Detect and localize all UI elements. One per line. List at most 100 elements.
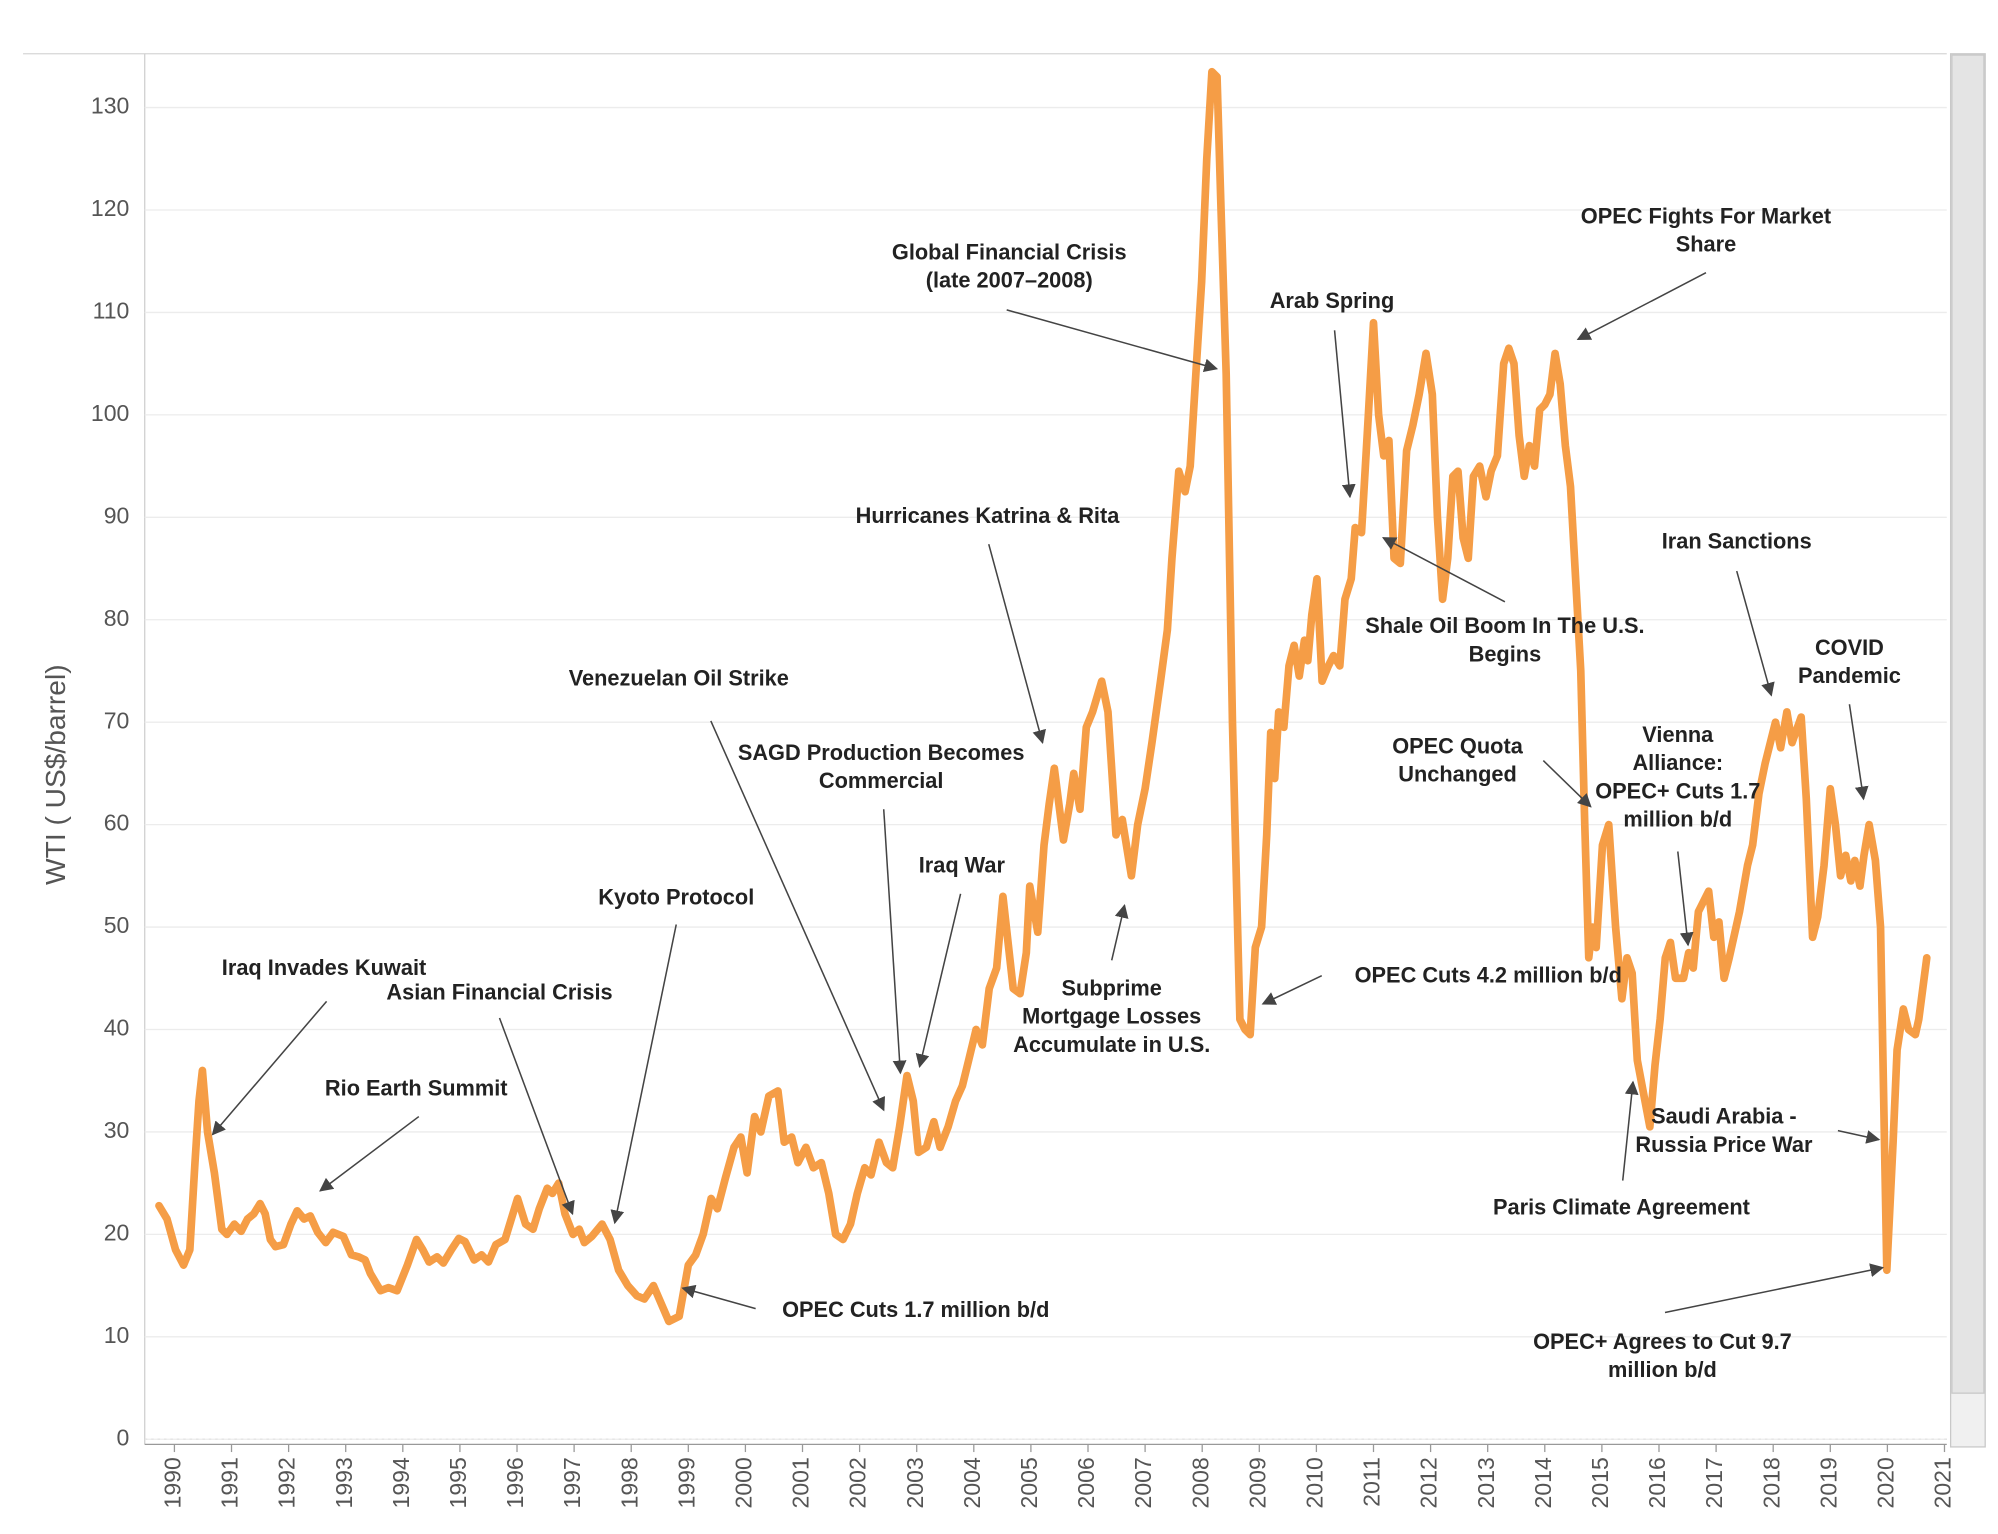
annotation-text: Rio Earth Summit [325, 1075, 508, 1100]
annotation-text: COVID [1815, 635, 1884, 660]
annotation-text: Begins [1469, 641, 1542, 666]
annotation-text: Arab Spring [1270, 288, 1395, 313]
x-tick-label: 1997 [559, 1457, 585, 1508]
y-tick-label: 110 [93, 298, 130, 324]
y-axis-label: WTI ( US$/barrel) [39, 664, 71, 885]
y-tick-label: 90 [104, 502, 130, 528]
annotation-text: OPEC Quota [1392, 734, 1524, 759]
annotation-text: SAGD Production Becomes [738, 740, 1025, 765]
annotation-arrow [1006, 309, 1219, 373]
annotation-arrow [610, 924, 677, 1225]
annotation-text: (late 2007–2008) [926, 267, 1093, 292]
x-tick-label: 1996 [502, 1457, 528, 1508]
y-tick-label: 120 [91, 195, 129, 221]
marks [155, 67, 1931, 1326]
x-tick-label: 2002 [845, 1457, 871, 1508]
x-tick-label: 2007 [1130, 1457, 1156, 1508]
x-tick-label: 2011 [1359, 1457, 1385, 1507]
annotation-text: Venezuelan Oil Strike [569, 666, 789, 691]
annotation-arrow [882, 809, 907, 1075]
annotation-arrow [988, 543, 1046, 745]
price-line [155, 67, 1931, 1326]
x-tick-label: 2021 [1930, 1457, 1956, 1508]
annotation-text: OPEC Cuts 4.2 million b/d [1355, 963, 1622, 988]
x-tick-label: 2008 [1187, 1457, 1213, 1508]
annotation-arrow [1664, 1263, 1885, 1314]
annotation-arrow [1576, 272, 1707, 341]
y-tick-label: 70 [104, 707, 130, 733]
x-tick-label: 2000 [730, 1457, 756, 1508]
annotation-arrow [498, 1017, 575, 1216]
y-tick-label: 20 [104, 1219, 130, 1245]
annotation-text: OPEC Fights For Market [1581, 203, 1831, 228]
x-tick-label: 2014 [1530, 1457, 1556, 1508]
x-tick-label: 2001 [788, 1457, 814, 1508]
annotation-arrow [211, 1000, 328, 1136]
annotation-arrow [1110, 903, 1129, 961]
annotation-text: Iraq War [919, 853, 1006, 878]
x-tick-label: 1991 [217, 1457, 243, 1508]
annotation-text: Accumulate in U.S. [1013, 1032, 1210, 1057]
annotation-text: Hurricanes Katrina & Rita [856, 503, 1121, 528]
y-tick-label: 130 [91, 93, 129, 119]
annotation-text: Vienna [1642, 722, 1714, 747]
annotation-text: Mortgage Losses [1022, 1004, 1201, 1029]
annotation-text: Russia Price War [1635, 1132, 1813, 1157]
x-tick-label: 2016 [1644, 1457, 1670, 1508]
grid: 0 10 20 30 40 50 60 70 80 90 100 110 120 130 1990 1991 1… [91, 93, 1956, 1509]
x-tick-label: 1998 [616, 1457, 642, 1508]
y-tick-label: 10 [104, 1322, 130, 1348]
annotation-text: Subprime [1062, 976, 1162, 1001]
x-tick-label: 2013 [1473, 1457, 1499, 1508]
x-tick-label: 2015 [1587, 1457, 1613, 1508]
y-tick-label: 0 [117, 1424, 130, 1450]
x-tick-label: 2020 [1872, 1457, 1898, 1508]
y-tick-label: 80 [104, 605, 130, 631]
annotation-text: Pandemic [1798, 663, 1901, 688]
x-tick-label: 1992 [274, 1457, 300, 1508]
annotation-text: Unchanged [1398, 762, 1517, 787]
x-tick-label: 1994 [388, 1457, 414, 1508]
x-tick-label: 2018 [1758, 1457, 1784, 1508]
y-tick-label: 30 [104, 1117, 130, 1143]
x-tick-label: 2019 [1815, 1457, 1841, 1508]
x-tick-label: 2005 [1016, 1457, 1042, 1508]
annotation-arrow [1621, 1080, 1639, 1181]
annotation-text: OPEC Cuts 1.7 million b/d [782, 1297, 1049, 1322]
annotation-text: million b/d [1608, 1357, 1717, 1382]
x-tick-label: 2006 [1073, 1457, 1099, 1508]
annotation-text: million b/d [1623, 807, 1732, 832]
annotation-text: Commercial [819, 768, 944, 793]
annotation-text: OPEC+ Agrees to Cut 9.7 [1533, 1329, 1792, 1354]
annotation-arrow [915, 893, 962, 1068]
annotation-arrow [1837, 1129, 1881, 1144]
x-tick-label: 2003 [902, 1457, 928, 1508]
annotation-text: Kyoto Protocol [598, 885, 754, 910]
annotation-arrow [1542, 760, 1592, 808]
y-tick-label: 60 [104, 810, 130, 836]
x-tick-label: 2004 [959, 1457, 985, 1508]
x-tick-label: 2012 [1416, 1457, 1442, 1508]
annotation-arrow [681, 1284, 756, 1310]
annotation-text: Share [1676, 232, 1737, 257]
annotation-arrow [1848, 704, 1869, 801]
y-tick-label: 40 [104, 1015, 130, 1041]
annotation-arrow [1677, 851, 1694, 947]
x-tick-label: 1995 [445, 1457, 471, 1508]
x-tick-label: 1990 [160, 1457, 186, 1508]
annotation-text: Shale Oil Boom In The U.S. [1365, 613, 1644, 638]
scrollbar-thumb[interactable] [1951, 54, 1985, 1394]
annotation-text: Global Financial Crisis [892, 239, 1127, 264]
annotation-text: OPEC+ Cuts 1.7 [1595, 778, 1760, 803]
annotation-arrow [1261, 975, 1323, 1005]
y-tick-label: 100 [91, 400, 129, 426]
annotation-text: Alliance: [1632, 750, 1723, 775]
annotation-arrow [1333, 330, 1356, 499]
annotation-text: Saudi Arabia - [1651, 1104, 1797, 1129]
annotation-text: Paris Climate Agreement [1493, 1195, 1750, 1220]
x-tick-label: 1999 [673, 1457, 699, 1508]
annotation-arrow [319, 1115, 420, 1192]
